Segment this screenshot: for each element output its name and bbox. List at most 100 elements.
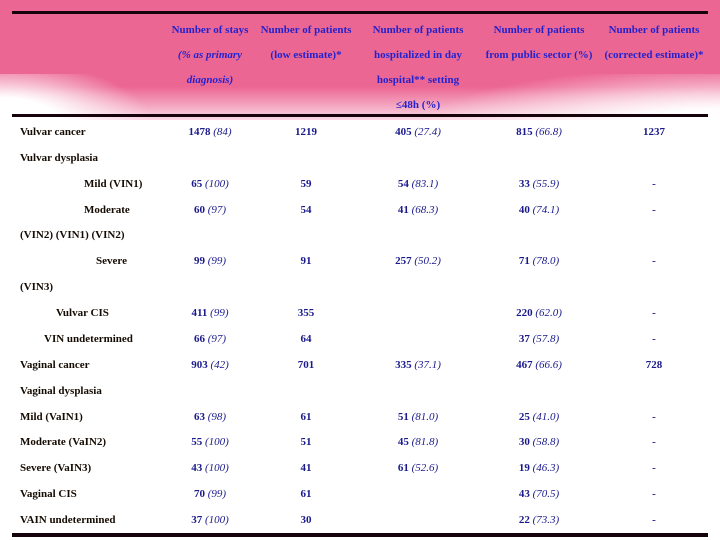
table-cell: - [600,333,708,345]
row-label: Vaginal cancer [20,358,90,371]
cell-percentage: (81.8) [408,436,439,449]
cell-percentage: (97) [204,203,227,216]
table-cell: 63 (98) [166,411,254,423]
table-cell: 60 (97) [166,204,254,216]
cell-value: 1219 [295,125,317,138]
header-col-number-of-stays: Number of stays (% as primary diagnosis) [166,18,254,118]
table-cell: 701 [254,359,358,371]
header-line: Number of patients [260,24,352,36]
cell-value: 220 [516,307,533,320]
cell-percentage: (58.8) [529,436,560,449]
cell-value: 30 [300,514,312,527]
cell-value: - [652,462,656,475]
cell-value: 903 [191,358,208,371]
row-label: VIN undetermined [44,332,133,345]
cell-value: 99 [193,255,205,268]
row-label: Moderate (VaIN2) [20,436,107,449]
row-label: (VIN2) (VIN1) (VIN2) [20,229,125,242]
slide-header-band [0,0,720,120]
row-label: Severe (VaIN3) [20,462,92,475]
cell-value: - [652,410,656,423]
table-cell: 51 [254,436,358,448]
table-cell: 1219 [254,126,358,138]
cell-value: 335 [395,358,412,371]
table-cell: 65 (100) [166,178,254,190]
table-cell: 1237 [600,126,708,138]
cell-value: 467 [516,358,533,371]
cell-percentage: (27.4) [411,125,441,138]
row-label: Severe [96,255,127,268]
top-rule [12,11,708,14]
cell-value: 63 [193,410,205,423]
cell-value: 91 [300,255,312,268]
table-cell: 61 [254,411,358,423]
header-line: Number of stays [171,24,249,36]
table-cell: 66 (97) [166,333,254,345]
header-col-patients-corrected-estimate: Number of patients (corrected estimate)* [600,18,708,118]
row-label: Moderate [84,203,130,216]
cell-value: 65 [191,177,203,190]
cell-value: 405 [395,125,412,138]
table-cell: 30 (58.8) [478,436,600,448]
table-cell: 41 [254,462,358,474]
cell-percentage: (98) [204,410,227,423]
header-line: (% as primary [177,49,243,61]
cell-percentage: (100) [202,462,229,475]
table-cell: 54 [254,204,358,216]
row-label: (VIN3) [20,281,53,294]
table-cell: 815 (66.8) [478,126,600,138]
table-cell: 25 (41.0) [478,411,600,423]
cell-value: 37 [518,332,530,345]
table-cell: 40 (74.1) [478,204,600,216]
header-bottom-rule [12,114,708,117]
table-cell: 355 [254,307,358,319]
cell-percentage: (74.1) [529,203,560,216]
table-body: Vulvar cancer 1478 (84) 1219 405 (27.4) 815 … [8,119,708,533]
header-line: hospital** setting [376,74,460,86]
cell-value: 61 [300,410,312,423]
cell-value: 815 [516,125,533,138]
table-cell: 41 (68.3) [358,204,478,216]
cell-value: 41 [300,462,312,475]
cell-value: 51 [397,410,409,423]
table-header-row: Number of stays (% as primary diagnosis) Nu… [8,18,708,114]
cell-value: 43 [518,488,530,501]
cell-value: 61 [300,488,312,501]
header-line: ≤48h (%) [395,99,441,111]
header-col-patients-day-hospital: Number of patients hospitalized in day hos… [358,18,478,118]
cell-value: - [652,203,656,216]
cell-percentage: (83.1) [408,177,439,190]
table-cell: - [600,411,708,423]
cell-value: 61 [397,462,409,475]
cell-percentage: (70.5) [529,488,560,501]
table-cell: - [600,204,708,216]
cell-percentage: (62.0) [532,307,562,320]
header-line: hospitalized in day [373,49,463,61]
cell-value: 1478 [188,125,211,138]
row-label: Mild (VaIN1) [20,410,83,423]
row-label: Vulvar CIS [56,307,109,320]
row-label: VAIN undetermined [20,514,116,527]
table-cell: 257 (50.2) [358,255,478,267]
cell-percentage: (100) [202,514,229,527]
cell-percentage: (55.9) [529,177,560,190]
cell-percentage: (42) [207,358,229,371]
cell-percentage: (73.3) [529,514,560,527]
cell-value: 51 [300,436,312,449]
cell-value: - [652,307,656,320]
header-label-column-spacer [8,18,166,118]
cell-value: 22 [518,514,530,527]
cell-value: - [652,177,656,190]
cell-value: 411 [191,307,208,320]
table-cell: 22 (73.3) [478,514,600,526]
cell-percentage: (99) [207,307,229,320]
table-cell: 405 (27.4) [358,126,478,138]
cell-value: 19 [518,462,530,475]
table-cell: 64 [254,333,358,345]
row-label: Vulvar cancer [20,125,86,138]
cell-value: 70 [193,488,205,501]
table-cell: - [600,436,708,448]
cell-percentage: (46.3) [529,462,560,475]
table-cell: 1478 (84) [166,126,254,138]
cell-value: - [652,514,656,527]
